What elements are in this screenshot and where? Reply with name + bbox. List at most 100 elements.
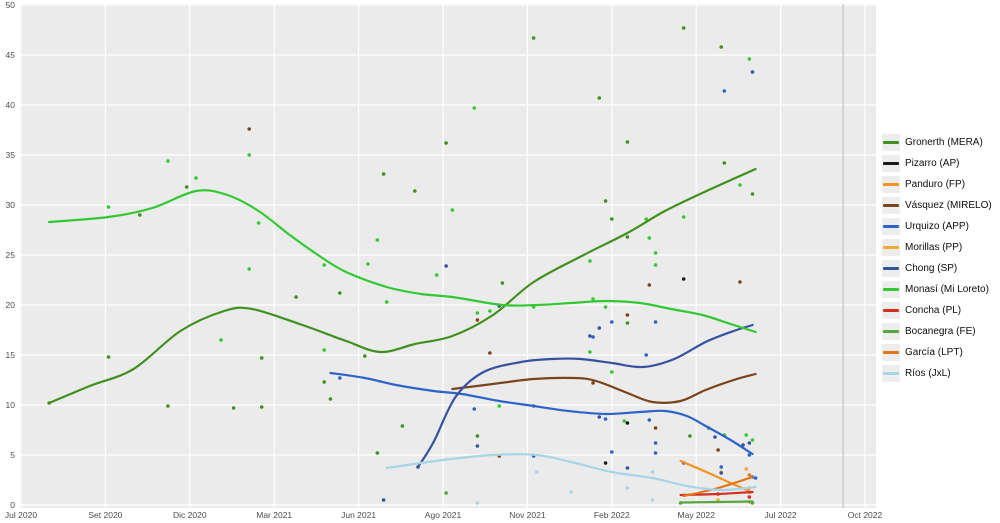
poll-point-monasi-mi-loreto	[106, 205, 111, 209]
legend-color-swatch	[883, 288, 899, 291]
poll-point-monasi-mi-loreto	[194, 176, 198, 180]
legend-item-concha-pl: Concha (PL)	[882, 300, 992, 321]
poll-point-monasi-mi-loreto	[497, 404, 502, 408]
x-tick-label: Nov 2021	[509, 510, 546, 520]
poll-point-urquizo-app	[653, 451, 658, 455]
trend-line-chong-sp	[416, 323, 754, 469]
legend-item-pizarro-ap: Pizarro (AP)	[882, 153, 992, 174]
poll-point-monasi-mi-loreto	[488, 309, 492, 313]
poll-point-monasi-mi-loreto	[603, 305, 608, 309]
x-tick-label: Mar 2021	[256, 510, 292, 520]
legend-color-swatch	[883, 141, 899, 144]
poll-point-urquizo-app	[722, 89, 727, 93]
legend-key-icon	[882, 344, 900, 361]
legend-key-icon	[882, 302, 900, 319]
poll-point-gronerth-mera	[328, 397, 333, 401]
poll-point-monasi-mi-loreto	[322, 348, 327, 352]
poll-point-monasi-mi-loreto	[475, 311, 480, 315]
legend-key-icon	[882, 323, 900, 340]
y-tick-label: 45	[6, 50, 16, 60]
y-tick-label: 15	[6, 350, 16, 360]
poll-point-gronerth-mera	[444, 141, 448, 145]
poll-point-monasi-mi-loreto	[644, 217, 648, 221]
poll-point-monasi-mi-loreto	[681, 215, 686, 219]
legend-key-icon	[882, 239, 900, 256]
poll-point-monasi-mi-loreto	[610, 370, 614, 374]
poll-point-gronerth-mera	[166, 404, 170, 408]
poll-point-urquizo-app	[719, 465, 724, 469]
poll-point-urquizo-app	[653, 441, 658, 445]
poll-point-vasquez-mirelo	[653, 426, 658, 430]
legend-key-icon	[882, 155, 900, 172]
poll-point-monasi-mi-loreto	[247, 153, 251, 157]
legend-label: Panduro (FP)	[905, 179, 966, 190]
trend-line-rios-jxl	[385, 453, 757, 492]
y-tick-label: 30	[6, 200, 16, 210]
poll-point-gronerth-mera	[375, 451, 380, 455]
x-tick-label: Jul 2020	[5, 510, 37, 520]
poll-point-urquizo-app	[753, 476, 758, 480]
poll-point-vasquez-mirelo	[647, 283, 652, 287]
poll-point-chong-sp	[444, 264, 448, 268]
poll-point-gronerth-mera	[400, 424, 405, 428]
trend-line-urquizo-app	[329, 371, 754, 456]
legend-label: Ríos (JxL)	[905, 368, 951, 379]
poll-point-gronerth-mera	[106, 355, 111, 359]
poll-point-monasi-mi-loreto	[256, 221, 261, 225]
y-tick-label: 5	[10, 450, 15, 460]
x-tick-label: May 2022	[678, 510, 716, 520]
trend-line-monasi-mi-loreto	[48, 189, 757, 334]
poll-point-urquizo-app	[747, 453, 752, 457]
poll-point-gronerth-mera	[531, 36, 536, 40]
legend-color-swatch	[883, 225, 899, 228]
poll-point-monasi-mi-loreto	[472, 106, 477, 110]
poll-point-monasi-mi-loreto	[375, 238, 380, 242]
poll-point-monasi-mi-loreto	[653, 263, 658, 267]
poll-point-chong-sp	[588, 334, 592, 338]
poll-point-gronerth-mera	[475, 434, 480, 438]
poll-point-morillas-pp	[744, 467, 749, 471]
poll-point-gronerth-mera	[259, 405, 264, 409]
legend-label: Urquizo (APP)	[905, 221, 969, 232]
legend-key-icon	[882, 281, 900, 298]
poll-point-monasi-mi-loreto	[322, 263, 327, 267]
poll-point-rios-jxl	[534, 470, 539, 474]
poll-point-monasi-mi-loreto	[744, 433, 749, 437]
legend-color-swatch	[883, 309, 899, 312]
poll-point-chong-sp	[747, 441, 752, 445]
poll-point-monasi-mi-loreto	[750, 438, 755, 442]
poll-point-rios-jxl	[625, 486, 630, 490]
legend-label: Pizarro (AP)	[905, 158, 960, 169]
legend-label: Monasí (Mi Loreto)	[905, 284, 989, 295]
poll-point-chong-sp	[625, 466, 630, 470]
legend-label: Concha (PL)	[905, 305, 962, 316]
legend-item-monasi-mi-loreto: Monasí (Mi Loreto)	[882, 279, 992, 300]
x-tick-label: Jun 2021	[341, 510, 376, 520]
legend-key-icon	[882, 365, 900, 382]
poll-point-urquizo-app	[653, 320, 658, 324]
legend-color-swatch	[883, 162, 899, 165]
poll-point-vasquez-mirelo	[247, 127, 251, 131]
poll-point-gronerth-mera	[603, 199, 608, 203]
x-tick-label: Set 2020	[88, 510, 122, 520]
legend-item-vasquez-mirelo: Vásquez (MIRELO)	[882, 195, 992, 216]
poll-point-urquizo-app	[644, 353, 648, 357]
y-tick-label: 10	[6, 400, 16, 410]
legend-key-icon	[882, 197, 900, 214]
legend-color-swatch	[883, 330, 899, 333]
poll-point-monasi-mi-loreto	[247, 267, 251, 271]
legend-label: Bocanegra (FE)	[905, 326, 976, 337]
poll-point-chong-sp	[741, 443, 745, 447]
legend-key-icon	[882, 218, 900, 235]
legend-label: Morillas (PP)	[905, 242, 963, 253]
poll-point-gronerth-mera	[597, 96, 602, 100]
trend-line-vasquez-mirelo	[451, 372, 757, 404]
poll-point-urquizo-app	[647, 418, 652, 422]
poll-point-pizarro-ap	[681, 277, 686, 281]
poll-point-chong-sp	[719, 471, 724, 475]
poll-point-monasi-mi-loreto	[591, 297, 595, 301]
trend-line-gronerth-mera	[48, 167, 757, 405]
poll-point-monasi-mi-loreto	[653, 251, 658, 255]
legend-label: Gronerth (MERA)	[905, 137, 983, 148]
